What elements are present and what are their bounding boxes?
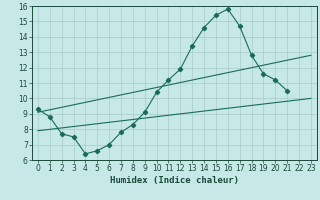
X-axis label: Humidex (Indice chaleur): Humidex (Indice chaleur) xyxy=(110,176,239,185)
